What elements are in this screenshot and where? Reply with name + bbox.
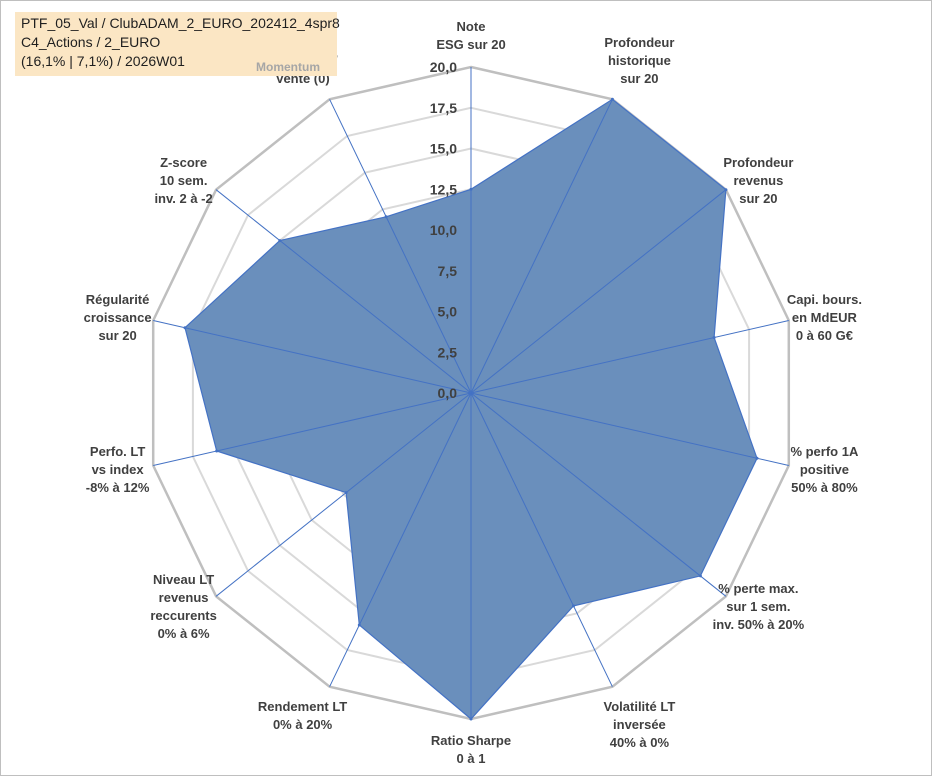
category-label-line: vs index [92,462,145,477]
tick-layer: 0,0 2,5 5,0 7,5 10,0 12,5 15,0 17,5 20,0 [430,59,457,401]
category-label: Rendement LT 0% à 20% [258,699,347,732]
category-label: Ratio Sharpe 0 à 1 [431,733,511,766]
tick-label: 15,0 [430,141,457,157]
axis-spoke [470,99,613,394]
category-label-line: 0 à 60 G€ [796,328,853,343]
tick-label: 12,5 [430,181,457,197]
axis-spoke [215,189,472,394]
category-label-line: Rendement LT [258,699,347,714]
category-label-line: inv. 2 à -2 [154,191,212,206]
category-label-line: Volatilité LT [604,699,676,714]
axis-spoke [153,320,472,394]
category-label-line: 0% à 6% [158,626,210,641]
tick-label: 20,0 [430,59,457,75]
category-label-line: revenus [159,590,209,605]
category-label-line: % perfo 1A [790,444,859,459]
category-label-line: Note [457,19,486,34]
category-label-line: Régularité [86,292,150,307]
category-label: Note ESG sur 20 [436,19,505,52]
category-label-line: sur 20 [98,328,136,343]
category-label-line: sur 1 sem. [726,599,790,614]
category-label-line: inv. 50% à 20% [713,617,805,632]
category-label-line: Capi. bours. [787,292,862,307]
category-layer: Note ESG sur 20 Profondeur historique sur 20… [84,19,862,766]
info-line-category: C4_Actions / 2_EURO [21,34,161,50]
tick-label: 5,0 [438,304,458,320]
category-label: % perte max. sur 1 sem. inv. 50% à 20% [713,581,805,632]
axis-spoke [329,392,472,687]
axis-spoke [470,392,613,687]
category-label: Volatilité LT inversée 40% à 0% [604,699,676,750]
category-label-line: Perfo. LT [90,444,145,459]
category-label-line: 50% à 80% [791,480,858,495]
category-label-line: sur 20 [620,71,658,86]
category-label-line: 0% à 20% [273,717,333,732]
category-label-line: revenus [733,173,783,188]
category-label-line: Z-score [160,155,207,170]
category-label: Capi. bours. en MdEUR 0 à 60 G€ [787,292,862,343]
category-label-line: sur 20 [739,191,777,206]
category-label-line: ESG sur 20 [436,37,505,52]
category-label-line: inversée [613,717,666,732]
category-label: Profondeur revenus sur 20 [723,155,793,206]
category-label-line: positive [800,462,849,477]
category-label: Z-score 10 sem. inv. 2 à -2 [154,155,212,206]
category-label-line: 40% à 0% [610,735,670,750]
axis-spoke [470,392,727,597]
category-label-line: Niveau LT [153,572,214,587]
tick-label: 2,5 [438,344,458,360]
category-label-line: Profondeur [723,155,793,170]
tick-label: 7,5 [438,263,458,279]
axis-spoke [470,189,727,394]
tick-label: 17,5 [430,100,457,116]
category-label-line: reccurents [150,608,216,623]
category-label: Régularité croissance sur 20 [84,292,152,343]
category-label-line: 10 sem. [160,173,208,188]
tick-label: 0,0 [438,385,458,401]
axis-spoke [470,320,789,394]
category-label-line: en MdEUR [792,310,858,325]
category-label: % perfo 1A positive 50% à 80% [790,444,859,495]
axis-spoke [215,392,472,597]
info-line-portfolio: PTF_05_Val / ClubADAM_2_EURO_202412_4spr… [21,15,340,31]
axis-spoke [153,392,472,466]
category-label-line: historique [608,53,671,68]
axis-spoke [470,392,789,466]
category-label: Profondeur historique sur 20 [604,35,674,86]
momentum-label: Momentum [256,60,320,74]
category-label-line: croissance [84,310,152,325]
category-label-line: -8% à 12% [86,480,150,495]
axis-spoke [329,99,472,394]
category-label-line: Profondeur [604,35,674,50]
info-line-stats: (16,1% | 7,1%) / 2026W01 [21,53,185,69]
category-label-line: Ratio Sharpe [431,733,511,748]
category-label: Perfo. LT vs index -8% à 12% [86,444,150,495]
info-box: PTF_05_Val / ClubADAM_2_EURO_202412_4spr… [15,12,340,76]
category-label-line: 0 à 1 [457,751,486,766]
category-label-line: % perte max. [718,581,798,596]
category-label: Niveau LT revenus reccurents 0% à 6% [150,572,216,641]
spoke-layer [153,67,789,719]
tick-label: 10,0 [430,222,457,238]
